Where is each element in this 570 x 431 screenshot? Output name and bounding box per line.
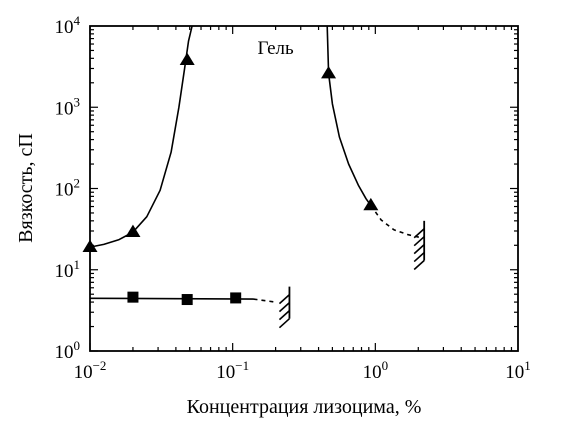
square-marker <box>127 291 139 303</box>
y-axis-title: Вязкость, сП <box>15 133 37 243</box>
axis-ticks <box>89 26 518 352</box>
x-tick-label: 10−1 <box>216 358 249 383</box>
hatch-stroke <box>413 251 425 263</box>
y-tick-label: 104 <box>55 13 81 38</box>
curve-solid-3 <box>89 297 254 300</box>
triangle-marker <box>363 197 379 211</box>
limit-hatches <box>278 220 426 329</box>
triangle-marker <box>321 66 337 79</box>
square-marker <box>181 294 193 306</box>
triangle-marker <box>179 52 195 66</box>
x-tick-label: 100 <box>363 358 389 383</box>
curve-solid-0 <box>89 25 193 248</box>
x-tick-label: 101 <box>505 358 531 383</box>
hatch-stroke <box>278 294 290 305</box>
hatch-stroke <box>278 302 290 313</box>
y-tick-label: 103 <box>55 94 81 119</box>
y-tick-label: 100 <box>55 338 81 363</box>
data-markers <box>82 52 379 306</box>
hatch-stroke <box>278 318 290 329</box>
limit-hatch-0 <box>278 286 291 329</box>
hatch-stroke <box>413 244 425 255</box>
x-tick-label: 10−2 <box>74 358 107 383</box>
gel-annotation: Гель <box>258 38 294 59</box>
y-tick-label: 101 <box>55 257 81 282</box>
tick-labels: 10−2 10−1 100 101 100 101 102 103 104 <box>55 13 531 383</box>
plot-frame <box>89 25 519 352</box>
curve-dashed-2 <box>370 204 420 239</box>
hatch-stroke <box>413 259 425 271</box>
curve-dashed-4 <box>253 298 276 303</box>
hatch-stroke <box>413 228 425 239</box>
hatch-stroke <box>278 310 290 321</box>
curves-layer <box>89 25 420 303</box>
square-marker <box>230 292 242 304</box>
hatch-stroke <box>413 236 425 247</box>
limit-hatch-1 <box>413 220 426 271</box>
x-axis-title: Концентрация лизоцима, % <box>187 396 422 418</box>
y-tick-label: 102 <box>55 176 81 201</box>
triangle-marker <box>125 224 141 238</box>
curve-solid-1 <box>326 25 372 206</box>
